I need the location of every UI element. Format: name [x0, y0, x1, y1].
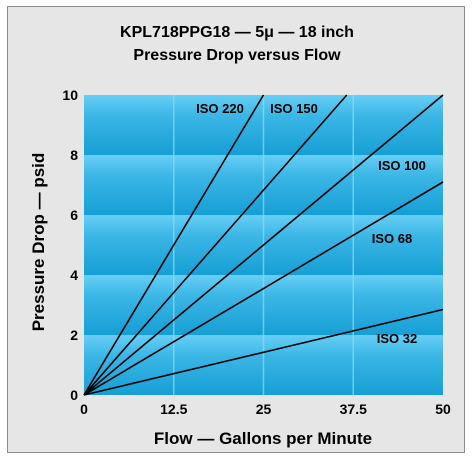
x-tick-label: 50	[435, 401, 451, 417]
x-tick-labels: 0 12.5 25 37.5 50	[80, 401, 451, 417]
series-labels: ISO 220 ISO 150 ISO 100 ISO 68 ISO 32	[196, 101, 426, 346]
y-tick-label: 2	[70, 327, 78, 343]
y-tick-label: 6	[70, 207, 78, 223]
series-line	[83, 308, 444, 396]
series-label: ISO 220	[196, 101, 244, 116]
series-label: ISO 150	[270, 101, 318, 116]
chart-title: KPL718PPG18 — 5μ — 18 inch	[120, 24, 354, 41]
series-label: ISO 100	[378, 158, 426, 173]
x-tick-label: 0	[80, 401, 88, 417]
x-tick-label: 25	[256, 401, 272, 417]
chart-subtitle: Pressure Drop versus Flow	[133, 47, 341, 64]
series-line	[83, 181, 444, 396]
x-axis-label: Flow — Gallons per Minute	[154, 429, 372, 448]
y-tick-label: 4	[70, 267, 78, 283]
series-line	[83, 94, 265, 396]
series-label: ISO 68	[372, 231, 412, 246]
y-tick-label: 0	[70, 387, 78, 403]
x-tick-label: 12.5	[160, 401, 187, 417]
series-label: ISO 32	[377, 331, 417, 346]
series-lines	[83, 94, 444, 396]
series-line	[83, 94, 444, 396]
y-axis-label: Pressure Drop — psid	[29, 153, 48, 332]
y-tick-labels: 0 2 4 6 8 10	[62, 87, 78, 403]
y-tick-label: 10	[62, 87, 78, 103]
y-tick-label: 8	[70, 147, 78, 163]
series-line	[83, 94, 348, 396]
x-tick-label: 37.5	[340, 401, 367, 417]
